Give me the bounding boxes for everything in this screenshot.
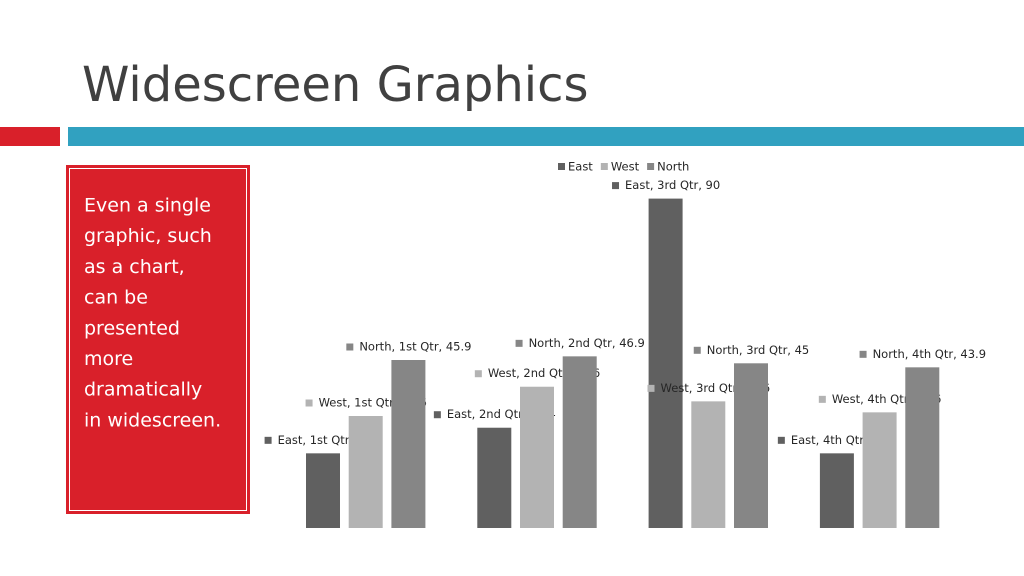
bar xyxy=(691,401,726,528)
bar xyxy=(391,360,426,528)
legend-swatch xyxy=(558,163,565,170)
slide-title: Widescreen Graphics xyxy=(82,57,589,113)
data-label: North, 1st Qtr, 45.9 xyxy=(359,340,471,354)
body-text-line: Even a single xyxy=(84,195,211,217)
data-label-marker xyxy=(515,339,523,347)
data-label-marker xyxy=(612,182,620,190)
data-label-marker xyxy=(346,343,354,351)
body-text-line: presented xyxy=(84,317,180,339)
bar xyxy=(306,453,340,528)
body-text-line: graphic, such xyxy=(84,225,212,247)
body-text-line: as a chart, xyxy=(84,256,185,278)
bar xyxy=(648,198,683,528)
legend-label: North xyxy=(657,160,689,174)
data-label-marker xyxy=(818,395,826,403)
legend-swatch xyxy=(600,163,608,170)
legend-label: West xyxy=(611,160,640,174)
legend-swatch xyxy=(647,163,655,170)
body-text-line: can be xyxy=(84,287,148,309)
bar xyxy=(520,386,554,528)
data-label-marker xyxy=(433,411,441,419)
data-label: East, 3rd Qtr, 90 xyxy=(625,178,720,192)
bar xyxy=(734,363,768,528)
bar xyxy=(477,427,512,528)
text-box-border xyxy=(69,168,247,511)
body-text-line: in widescreen. xyxy=(84,409,221,431)
legend-label: East xyxy=(568,160,593,174)
bar xyxy=(905,367,940,528)
accent-bar xyxy=(68,127,1024,146)
data-label-marker xyxy=(777,436,785,444)
data-label-marker xyxy=(647,384,655,392)
data-label-marker xyxy=(305,399,313,407)
body-text-line: more xyxy=(84,348,133,370)
bar xyxy=(819,453,854,528)
legend: East West North xyxy=(558,160,689,174)
bar xyxy=(562,356,597,528)
data-label: North, 3rd Qtr, 45 xyxy=(707,343,810,357)
data-label-marker xyxy=(474,370,482,378)
bar xyxy=(862,412,897,528)
text-box xyxy=(66,165,250,514)
data-label-marker xyxy=(693,346,701,354)
data-label-marker xyxy=(859,350,867,358)
data-label: North, 4th Qtr, 43.9 xyxy=(873,347,986,361)
data-label: North, 2nd Qtr, 46.9 xyxy=(529,336,645,350)
body-text: Even a single graphic, such as a chart, can… xyxy=(84,195,221,432)
body-text-line: dramatically xyxy=(84,379,202,401)
data-label-marker xyxy=(264,436,272,444)
accent-bar xyxy=(0,127,60,146)
bar xyxy=(348,416,383,528)
